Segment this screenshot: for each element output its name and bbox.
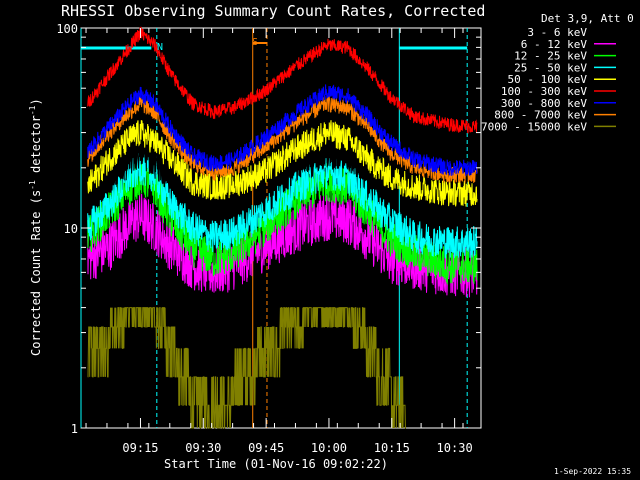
y-label-part-2: detector xyxy=(29,115,43,180)
x-tick-label-2: 09:45 xyxy=(248,441,284,455)
flag-bars xyxy=(81,42,468,50)
legend-label-0: 3 - 6 keV xyxy=(527,26,587,39)
y-label-part-3: ) xyxy=(29,98,43,105)
legend-label-8: 7000 - 15000 keV xyxy=(481,120,587,133)
series-layer xyxy=(87,26,478,429)
chart-title-group: RHESSI Observing Summary Count Rates, Co… xyxy=(61,2,485,20)
legend-label-3: 25 - 50 keV xyxy=(514,61,587,74)
series-line-4 xyxy=(87,120,478,207)
legend-label-6: 300 - 800 keV xyxy=(501,97,587,110)
x-tick-label-3: 10:00 xyxy=(311,441,347,455)
flag-label-s: S xyxy=(252,37,258,48)
chart-title: RHESSI Observing Summary Count Rates, Co… xyxy=(61,2,485,20)
x-tick-label-1: 09:30 xyxy=(185,441,221,455)
footer-date: 1-Sep-2022 15:35 xyxy=(554,467,631,476)
legend-label-7: 800 - 7000 keV xyxy=(494,109,587,122)
y-label-part-1: Corrected Count Rate (s xyxy=(29,190,43,356)
x-tick-label-4: 10:15 xyxy=(374,441,410,455)
y-label-sup-2: -1 xyxy=(28,105,37,115)
series-line-1 xyxy=(87,193,478,298)
x-tick-label-5: 10:30 xyxy=(437,441,473,455)
y-label-sup-1: -1 xyxy=(28,180,37,190)
legend-label-2: 12 - 25 keV xyxy=(514,50,587,63)
x-axis-label: Start Time (01-Nov-16 09:02:22) xyxy=(164,457,388,471)
series-line-5 xyxy=(87,26,478,134)
flag-label-n: N xyxy=(157,42,163,53)
y-tick-label-2: 100 xyxy=(56,22,78,36)
series-line-6 xyxy=(87,84,478,176)
series-line-8 xyxy=(87,307,406,429)
y-tick-label-0: 1 xyxy=(71,422,78,436)
legend-label-5: 100 - 300 keV xyxy=(501,85,587,98)
x-tick-label-0: 09:15 xyxy=(122,441,158,455)
legend-label-4: 50 - 100 keV xyxy=(508,73,588,86)
axes-layer: 09:15 09:30 09:45 10:00 10:15 10:30 1 10 100 xyxy=(56,22,481,455)
y-axis-label: Corrected Count Rate (s-1 detector-1) xyxy=(28,98,43,356)
y-tick-label-1: 10 xyxy=(64,222,78,236)
legend-label-1: 6 - 12 keV xyxy=(521,38,588,51)
legend-header: Det 3,9, Att 0 xyxy=(541,12,634,25)
